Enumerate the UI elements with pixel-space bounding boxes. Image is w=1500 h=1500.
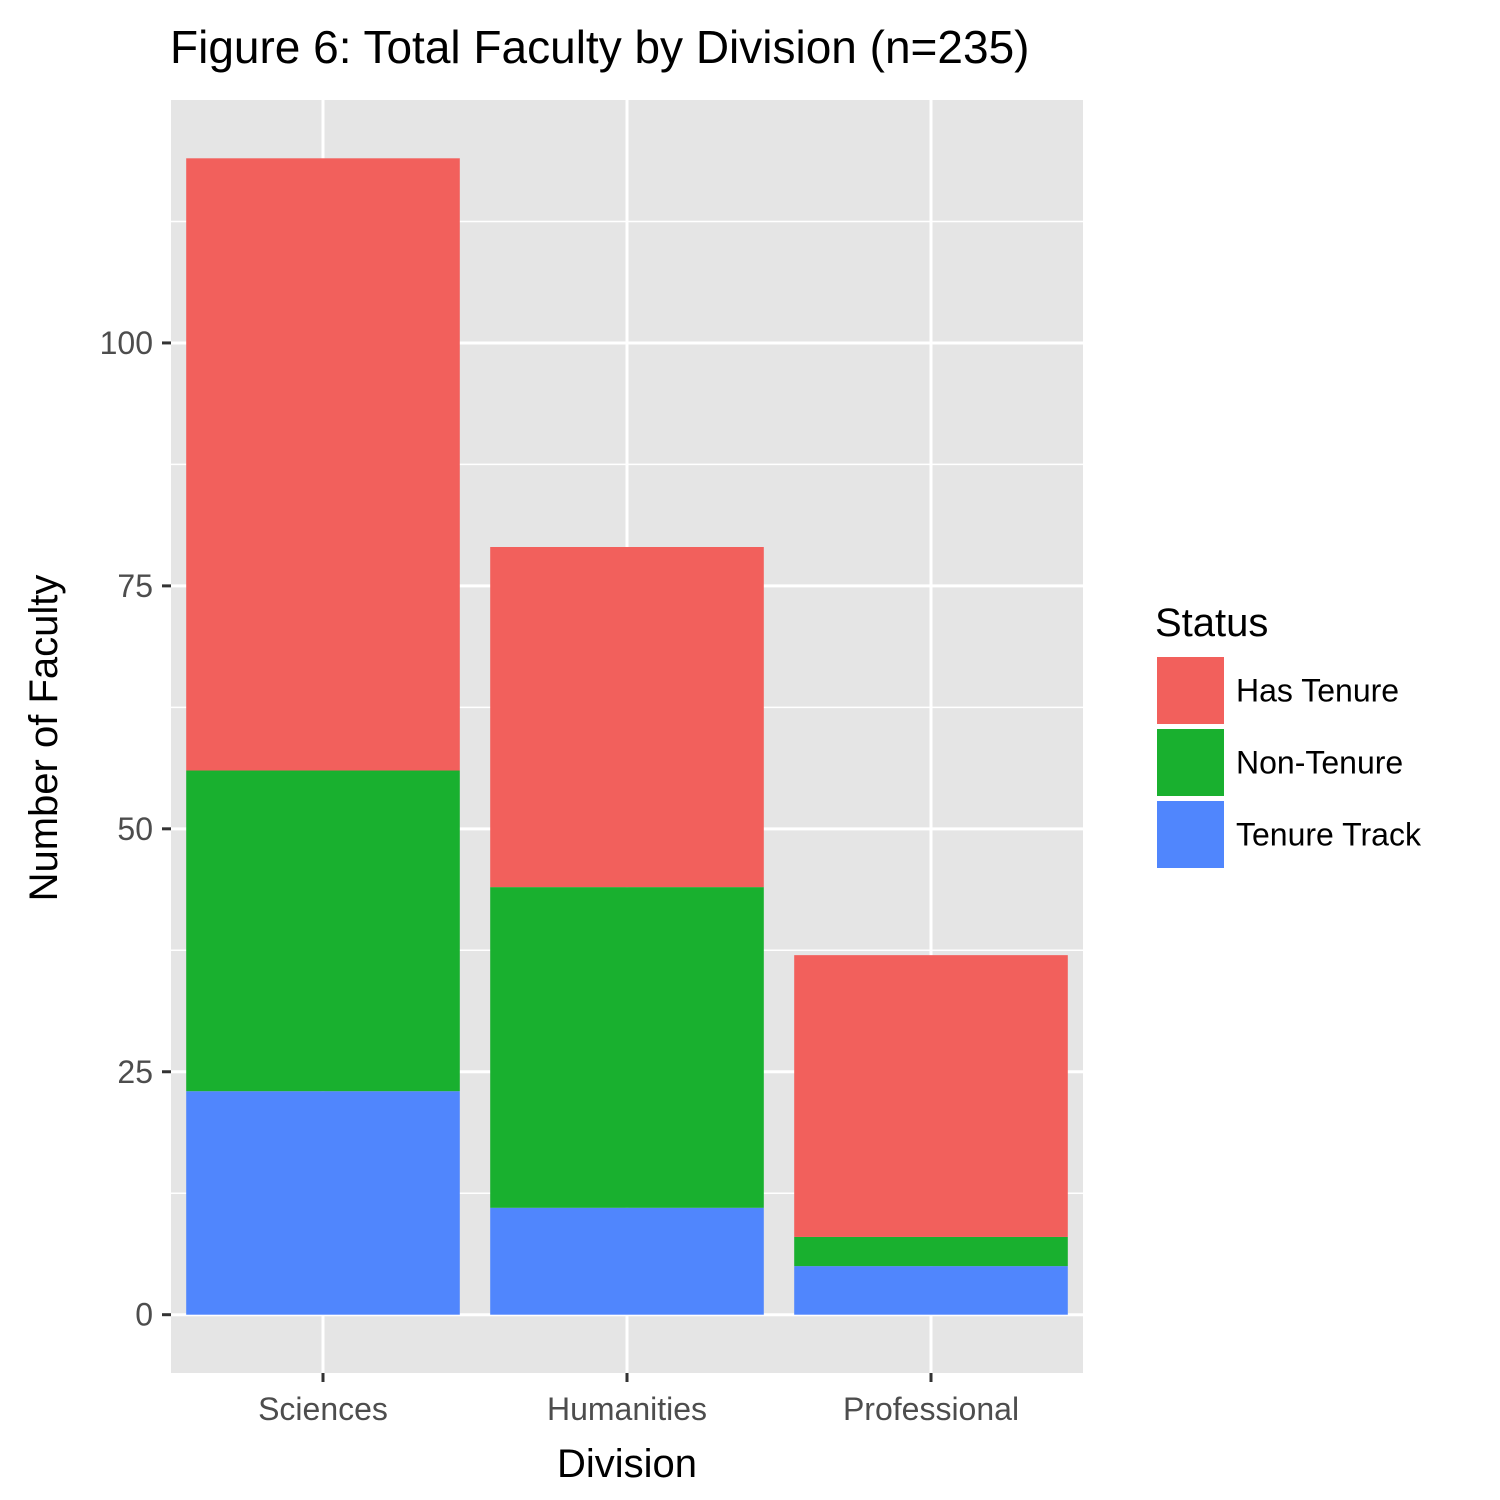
bar-segment-non-tenure-professional (794, 1236, 1068, 1267)
bar-segment-tenure-track-sciences (186, 1091, 460, 1315)
x-tick-label: Professional (843, 1391, 1019, 1427)
bar-segment-tenure-track-professional (794, 1266, 1068, 1315)
legend: Status Has Tenure Non-Tenure Tenure Track (1155, 601, 1422, 868)
legend-key-non-tenure (1157, 729, 1224, 796)
y-tick-label: 0 (135, 1297, 153, 1333)
bar-segment-has-tenure-humanities (490, 547, 764, 888)
bar-segment-non-tenure-humanities (490, 887, 764, 1208)
x-tick-label: Humanities (547, 1391, 707, 1427)
bars (186, 158, 1068, 1315)
y-tick-label: 50 (117, 811, 153, 847)
x-axis: Sciences Humanities Professional (258, 1373, 1019, 1427)
legend-label: Has Tenure (1236, 673, 1399, 709)
bar-segment-has-tenure-sciences (186, 158, 460, 771)
y-axis-title: Number of Faculty (22, 575, 66, 902)
y-tick-label: 75 (117, 568, 153, 604)
bar-segment-non-tenure-sciences (186, 770, 460, 1092)
x-axis-title: Division (557, 1442, 697, 1486)
legend-label: Tenure Track (1236, 817, 1422, 853)
x-tick-label: Sciences (258, 1391, 388, 1427)
legend-title: Status (1155, 601, 1268, 645)
bar-segment-tenure-track-humanities (490, 1207, 764, 1315)
y-axis: 0 25 50 75 100 (100, 325, 171, 1333)
y-tick-label: 25 (117, 1054, 153, 1090)
bar-segment-has-tenure-professional (794, 955, 1068, 1237)
y-tick-label: 100 (100, 325, 153, 361)
legend-label: Non-Tenure (1236, 745, 1403, 781)
chart-title: Figure 6: Total Faculty by Division (n=2… (170, 21, 1030, 73)
legend-key-tenure-track (1157, 801, 1224, 868)
legend-key-has-tenure (1157, 657, 1224, 724)
